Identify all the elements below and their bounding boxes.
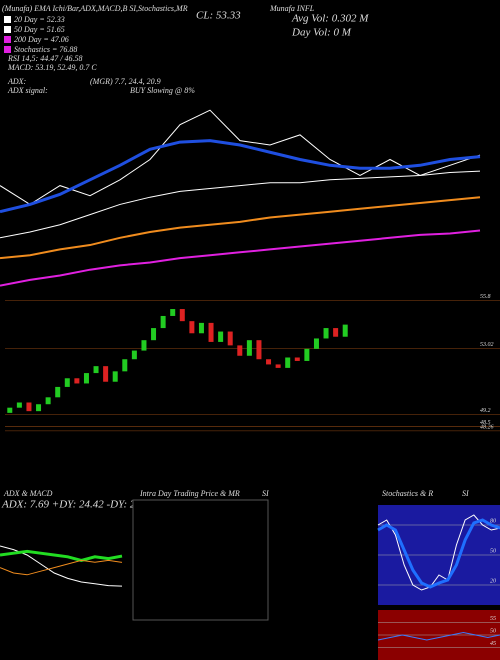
adx-signal: BUY Slowing @ 8% xyxy=(130,86,195,95)
candle xyxy=(74,378,80,384)
series-line xyxy=(0,139,481,214)
series-line xyxy=(0,549,123,562)
close: CL: 53.33 xyxy=(196,10,241,22)
candle xyxy=(313,338,319,349)
candle xyxy=(26,402,32,412)
candle xyxy=(103,366,109,382)
y-tick-label: 55 xyxy=(490,616,496,622)
series-line xyxy=(0,229,481,287)
adx-value: (MGR) 7.7, 24.4, 20.9 xyxy=(90,77,161,86)
candle xyxy=(333,328,339,337)
candle xyxy=(189,321,195,334)
candle xyxy=(179,309,185,322)
candle xyxy=(55,386,61,398)
y-tick-label: 80 xyxy=(490,518,496,524)
panel-subtitle: SI xyxy=(462,489,469,498)
panel-title: Stochastics & R xyxy=(382,489,433,498)
y-tick-label: 45 xyxy=(490,640,496,647)
candle xyxy=(218,331,224,342)
symbol: Munafa INFL xyxy=(269,4,315,13)
y-tick-label: 49.2 xyxy=(480,407,491,414)
candle xyxy=(227,331,233,346)
candle xyxy=(304,348,310,361)
series-line xyxy=(377,631,500,641)
candle xyxy=(141,340,147,351)
legend-item: MACD: 53.19, 52.49, 0.7 C xyxy=(7,63,97,72)
candle xyxy=(151,328,157,341)
candle xyxy=(275,364,281,368)
legend-swatch xyxy=(4,26,11,33)
y-tick-label: 50 xyxy=(490,548,496,554)
panel-title: ADX & MACD xyxy=(3,489,53,498)
day-vol: Day Vol: 0 M xyxy=(291,27,352,39)
series-line xyxy=(0,559,123,576)
candle xyxy=(285,357,291,368)
candle xyxy=(83,373,89,384)
candle xyxy=(170,309,176,316)
legend-swatch xyxy=(4,36,11,43)
y-tick-label: 55.8 xyxy=(480,294,491,300)
legend-item: Stochastics = 76.88 xyxy=(14,45,77,54)
series-line xyxy=(0,109,481,206)
candle xyxy=(36,404,42,412)
candle xyxy=(131,350,137,360)
candle xyxy=(64,378,70,387)
legend-item: RSI 14,5: 44.47 / 46.58 xyxy=(7,54,82,63)
candle xyxy=(342,324,348,337)
candle xyxy=(294,357,300,361)
candle xyxy=(160,315,166,329)
y-tick-label: 48.26 xyxy=(480,423,494,430)
adx-signal-label: ADX signal: xyxy=(7,86,48,95)
candle xyxy=(45,397,51,405)
panel-subtitle: ADX: 7.69 +DY: 24.42 -DY: 20.96 xyxy=(1,499,155,511)
candle xyxy=(93,366,99,374)
panel-title: Intra Day Trading Price & MR xyxy=(139,489,240,498)
candle xyxy=(122,359,128,372)
legend-item: 200 Day = 47.06 xyxy=(14,35,69,44)
candle xyxy=(16,402,22,408)
series-line xyxy=(377,518,500,589)
candle xyxy=(208,322,214,342)
panel-subtitle: SI xyxy=(262,489,269,498)
legend-swatch xyxy=(4,16,11,23)
candle xyxy=(198,322,204,334)
panel xyxy=(132,499,269,621)
y-tick-label: 20 xyxy=(490,578,496,584)
candle xyxy=(7,407,13,413)
candle xyxy=(237,345,243,356)
candle xyxy=(246,340,252,356)
candle xyxy=(112,371,118,382)
series-line xyxy=(0,170,481,239)
candle xyxy=(256,340,262,360)
y-tick-label: 50 xyxy=(490,628,496,634)
legend-item: 50 Day = 51.65 xyxy=(14,25,65,34)
adx-label: ADX: xyxy=(7,77,27,86)
y-tick-label: 48.5 xyxy=(480,419,491,426)
avg-vol: Avg Vol: 0.302 M xyxy=(291,13,369,25)
candle xyxy=(323,328,329,339)
legend-item: 20 Day = 52.33 xyxy=(14,15,65,24)
indicators: (Munafa) EMA Ichi/Bar,ADX,MACD,B SI,Stoc… xyxy=(2,4,188,13)
legend-swatch xyxy=(4,46,11,53)
series-line xyxy=(0,196,481,260)
y-tick-label: 53.02 xyxy=(480,342,494,348)
candle xyxy=(266,359,272,365)
